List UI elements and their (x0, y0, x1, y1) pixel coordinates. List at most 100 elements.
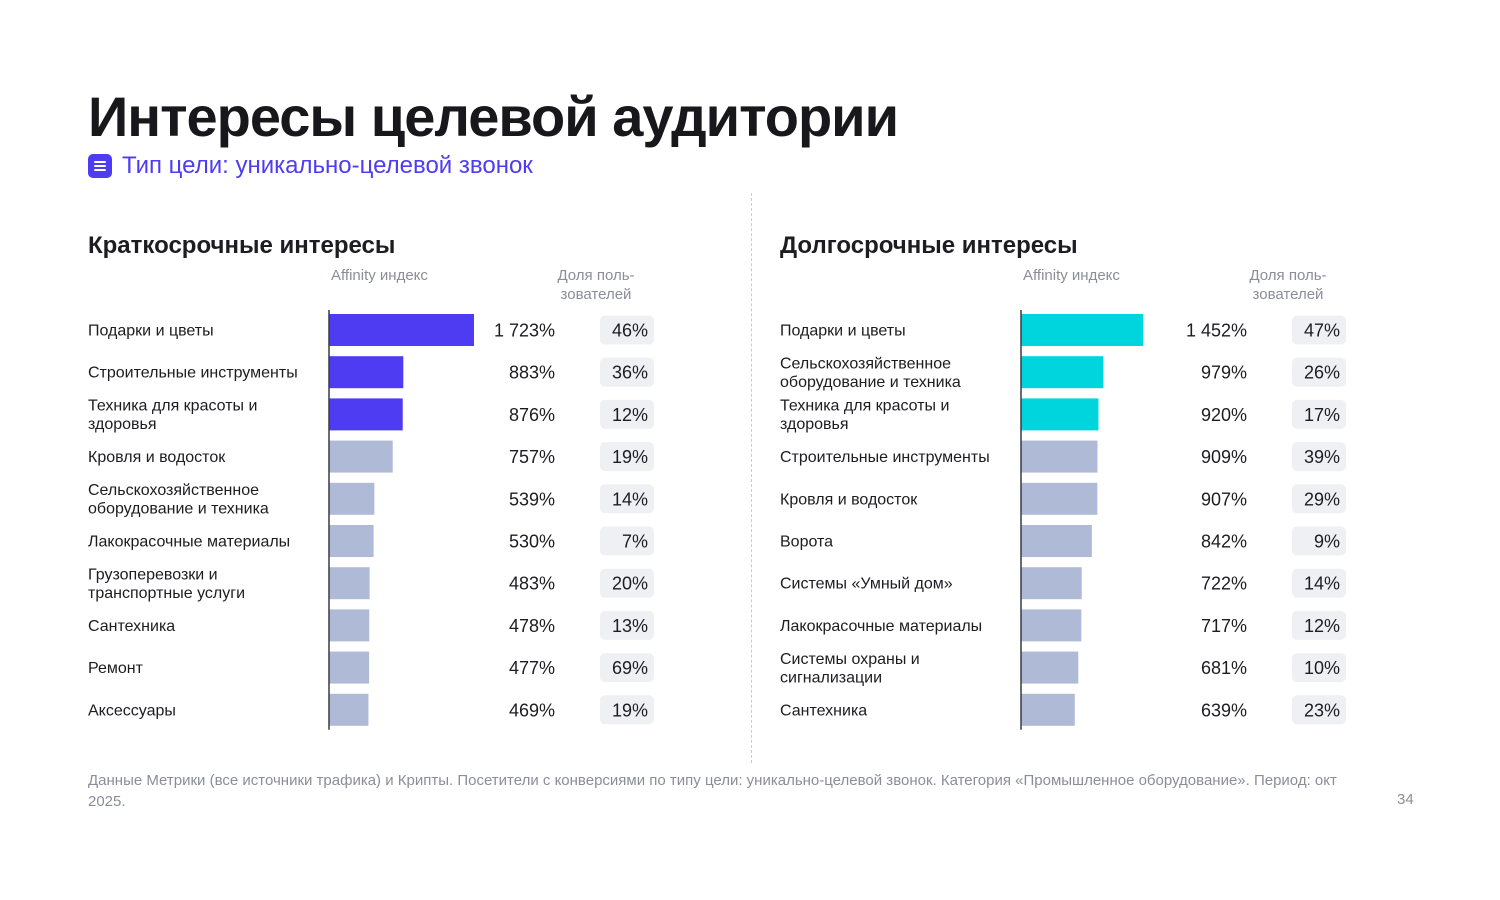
share-value-label: 19% (612, 700, 648, 720)
affinity-value-label: 530% (509, 532, 555, 552)
share-pill (600, 610, 654, 640)
category-label-line: транспортные услуги (88, 585, 245, 602)
category-label: Системы «Умный дом» (780, 576, 953, 593)
affinity-value-label: 979% (1201, 363, 1247, 383)
category-label-line: Техника для красоты и (780, 398, 949, 415)
share-pill (1292, 610, 1346, 640)
category-label-line: Строительные инструменты (780, 449, 990, 466)
category-label-line: оборудование и техника (780, 374, 961, 391)
affinity-bar (1021, 567, 1082, 600)
share-pill (600, 484, 654, 514)
affinity-value-label: 883% (509, 363, 555, 383)
affinity-bar (1021, 398, 1099, 431)
category-label-line: здоровья (780, 416, 849, 433)
affinity-bar (1021, 356, 1104, 389)
category-label-line: Подарки и цветы (780, 323, 906, 340)
category-label: Системы охраны и сигнализации (780, 651, 920, 687)
affinity-value-label: 1 452% (1186, 321, 1247, 341)
affinity-bar (329, 609, 370, 642)
share-value-label: 29% (1304, 489, 1340, 509)
share-pill (1292, 695, 1346, 725)
affinity-bar (1021, 482, 1098, 515)
share-pill (600, 568, 654, 598)
affinity-bar (1021, 651, 1079, 684)
category-label: Строительные инструменты (780, 449, 990, 466)
affinity-value-label: 1 723% (494, 321, 555, 341)
share-value-label: 20% (612, 574, 648, 594)
affinity-value-label: 920% (1201, 405, 1247, 425)
affinity-bar (329, 525, 374, 557)
share-value-label: 36% (612, 363, 648, 383)
goal-list-icon (88, 154, 112, 178)
category-label-line: Кровля и водосток (88, 449, 226, 466)
share-value-label: 12% (1304, 616, 1340, 636)
category-label: Строительные инструменты (88, 365, 298, 382)
goal-type-label: Тип цели: уникально-целевой звонок (122, 152, 533, 179)
category-label: Кровля и водосток (780, 491, 918, 508)
share-value-label: 19% (612, 447, 648, 467)
affinity-value-label: 477% (509, 658, 555, 678)
share-value-label: 14% (612, 489, 648, 509)
category-label-line: Техника для красоты и (88, 398, 257, 415)
category-label: Сельскохозяйственное оборудование и техни… (88, 482, 269, 518)
share-value-label: 9% (1314, 532, 1340, 552)
category-label-line: Кровля и водосток (780, 491, 918, 508)
affinity-value-label: 757% (509, 447, 555, 467)
category-label: Аксессуары (88, 702, 176, 719)
category-label-line: Аксессуары (88, 702, 176, 719)
page-number: 34 (1397, 791, 1414, 808)
affinity-column-header: Affinity индекс (331, 267, 428, 284)
short-term-title: Краткосрочные интересы (88, 232, 396, 259)
share-pill (600, 442, 654, 472)
affinity-bar (329, 482, 375, 515)
category-label-line: Системы охраны и (780, 651, 920, 668)
category-label-line: Сантехника (780, 702, 867, 719)
category-label-line: сигнализации (780, 669, 882, 686)
share-pill (1292, 526, 1346, 556)
category-label: Грузоперевозки и транспортные услуги (88, 566, 245, 602)
category-label-line: Системы «Умный дом» (780, 576, 953, 593)
category-label: Подарки и цветы (780, 323, 906, 340)
affinity-column-header: Affinity индекс (1023, 267, 1120, 284)
share-pill (1292, 484, 1346, 514)
affinity-value-label: 681% (1201, 658, 1247, 678)
share-value-label: 47% (1304, 321, 1340, 341)
affinity-bar (1021, 314, 1144, 346)
share-value-label: 13% (612, 616, 648, 636)
share-pill (1292, 653, 1346, 683)
share-pill (1292, 442, 1346, 472)
affinity-bar (329, 356, 404, 389)
affinity-bar (1021, 525, 1092, 557)
affinity-bar (329, 314, 474, 346)
panel-divider (751, 193, 752, 763)
share-value-label: 10% (1304, 658, 1340, 678)
category-label: Лакокрасочные материалы (780, 618, 982, 635)
share-value-label: 17% (1304, 405, 1340, 425)
page-title: Интересы целевой аудитории (88, 85, 899, 148)
category-label-line: Ворота (780, 534, 833, 551)
short-term-bar-chart: Подарки и цветы 1 723% 46% Строительные инс… (88, 310, 654, 730)
share-value-label: 69% (612, 658, 648, 678)
category-label-line: Строительные инструменты (88, 365, 298, 382)
affinity-value-label: 909% (1201, 447, 1247, 467)
category-label-line: здоровья (88, 416, 157, 433)
long-term-bar-chart: Подарки и цветы 1 452% 47% Сельскохозяйстве… (780, 310, 1346, 730)
share-value-label: 39% (1304, 447, 1340, 467)
share-pill (600, 526, 654, 556)
category-label: Ворота (780, 534, 833, 551)
category-label: Лакокрасочные материалы (88, 534, 290, 551)
affinity-bar (329, 651, 370, 684)
long-term-interests-panel: Долгосрочные интересы Affinity индекс До… (780, 230, 1380, 740)
goal-type-row: Тип цели: уникально-целевой звонок (88, 152, 533, 180)
share-column-header: Доля поль-зователей (1249, 267, 1327, 303)
category-label: Сантехника (780, 702, 867, 719)
category-label-line: Ремонт (88, 660, 144, 677)
affinity-value-label: 478% (509, 616, 555, 636)
category-label: Сантехника (88, 618, 175, 635)
category-label: Техника для красоты и здоровья (780, 398, 949, 434)
share-pill (600, 315, 654, 345)
category-label-line: Грузоперевозки и (88, 566, 218, 583)
affinity-bar (329, 693, 369, 726)
affinity-value-label: 469% (509, 700, 555, 720)
affinity-bar (1021, 693, 1075, 726)
